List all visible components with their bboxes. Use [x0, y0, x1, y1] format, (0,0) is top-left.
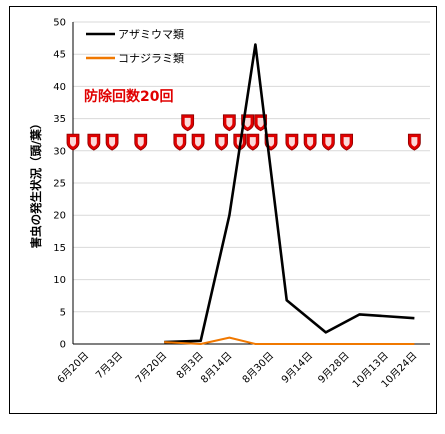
- spray-marker-highlight: [195, 137, 202, 147]
- y-axis-label: 害虫の発生状況（頭/葉）: [29, 118, 43, 249]
- series-line: [164, 336, 415, 345]
- spray-marker: [285, 133, 299, 151]
- spray-marker: [222, 114, 236, 132]
- y-tick-label: 35: [53, 114, 66, 125]
- spray-marker: [66, 133, 80, 151]
- y-tick-label: 45: [53, 50, 66, 61]
- legend-label: アザミウマ類: [118, 28, 184, 41]
- spray-marker: [181, 114, 195, 132]
- spray-marker-highlight: [90, 137, 97, 147]
- spray-marker: [134, 133, 148, 151]
- x-tick-label: 7月3日: [93, 350, 125, 382]
- spray-marker-highlight: [226, 117, 233, 128]
- spray-marker: [407, 133, 421, 151]
- spray-marker: [340, 133, 354, 151]
- y-tick-label: 40: [53, 82, 66, 93]
- series-lines: [164, 43, 415, 345]
- spray-marker: [215, 133, 228, 151]
- spray-marker: [87, 133, 101, 151]
- x-tick-label: 8月14日: [198, 350, 234, 386]
- spray-marker-highlight: [325, 137, 332, 147]
- y-tick-label: 30: [53, 146, 66, 157]
- gridlines: [73, 21, 430, 313]
- y-tick-label: 50: [53, 18, 66, 29]
- x-tick-label: 8月30日: [240, 350, 276, 386]
- spray-marker-highlight: [137, 137, 144, 147]
- spray-marker-highlight: [307, 137, 314, 147]
- spray-marker-highlight: [343, 137, 350, 147]
- spray-marker: [173, 133, 187, 151]
- spray-marker: [303, 133, 317, 151]
- x-tick-label: 7月20日: [133, 350, 169, 386]
- spray-marker-highlight: [268, 137, 275, 147]
- y-tick-label: 25: [53, 179, 66, 190]
- y-tick-label: 0: [60, 340, 66, 351]
- spray-marker-highlight: [176, 137, 183, 147]
- spray-marker-highlight: [70, 137, 76, 147]
- y-tick-label: 5: [60, 307, 66, 318]
- spray-marker-highlight: [109, 137, 116, 147]
- spray-marker: [191, 133, 205, 151]
- spray-marker-highlight: [288, 137, 295, 147]
- spray-marker: [321, 133, 335, 151]
- spray-marker-highlight: [184, 117, 191, 128]
- x-tick-label: 9月14日: [279, 350, 315, 386]
- spray-marker: [246, 133, 260, 151]
- spray-marker-highlight: [249, 137, 256, 147]
- y-tick-label: 20: [53, 211, 66, 222]
- chart-frame: 0 5 10 15 20 25 30 35 40 45 50 6月20日 7月3日 7月20日 8月3日 8月…: [9, 6, 437, 414]
- spray-marker-highlight: [244, 117, 251, 128]
- spray-marker: [105, 133, 119, 151]
- spray-count-annotation: 防除回数20回: [84, 88, 173, 105]
- spray-marker-highlight: [257, 117, 264, 128]
- spray-marker-highlight: [218, 137, 225, 147]
- spray-marker-highlight: [411, 137, 418, 147]
- x-tick-label: 6月20日: [55, 350, 91, 386]
- legend-label: コナジラミ類: [118, 52, 184, 65]
- x-tick-label: 9月28日: [316, 350, 352, 386]
- y-tick-label: 15: [53, 243, 66, 254]
- y-tick-label: 10: [53, 275, 66, 286]
- series-line: [164, 43, 415, 344]
